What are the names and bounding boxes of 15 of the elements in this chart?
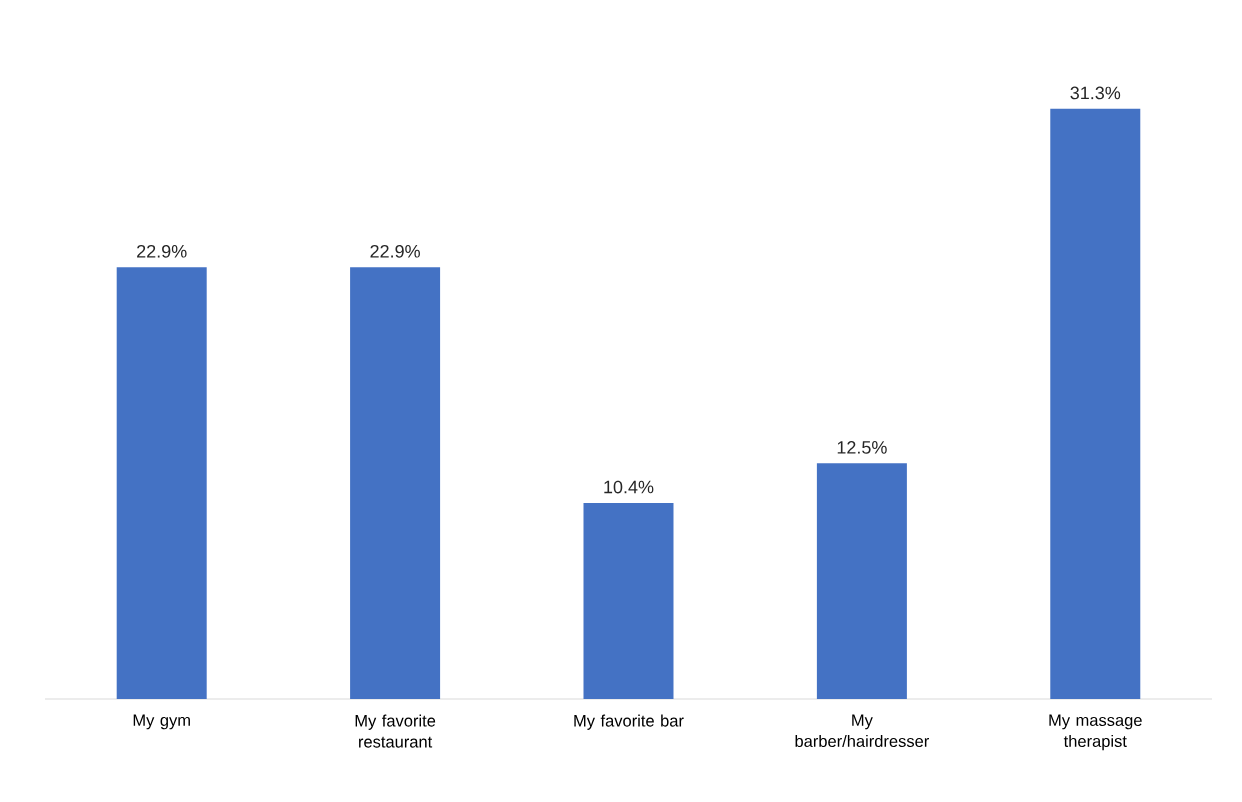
data-label: 22.9% [137,244,187,258]
x-tick-label: My barber/hairdresser [795,714,929,748]
bar [116,267,207,699]
x-tick-label: My favorite bar [574,714,684,730]
x-tick-label: My gym [133,714,190,730]
x-tick-label: My favorite restaurant [355,714,436,748]
data-label: 12.5% [837,441,887,454]
data-label: 31.3% [1070,86,1121,100]
data-label: 10.4% [604,480,654,494]
bar [1050,108,1141,699]
x-tick-label: My massage therapist [1049,714,1142,751]
bar [350,267,441,699]
bar [583,502,674,699]
bar [816,463,907,699]
data-label: 22.9% [370,244,420,258]
